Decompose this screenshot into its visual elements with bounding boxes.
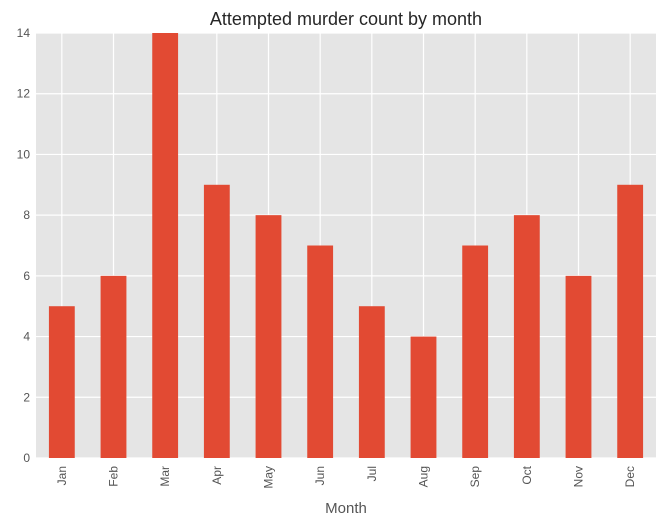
x-tick-label: May: [262, 466, 276, 489]
y-tick-label: 4: [23, 330, 30, 344]
y-tick-label: 14: [17, 26, 31, 40]
bar-jul: [358, 306, 385, 458]
bar-jun: [307, 245, 334, 458]
x-tick-label: Oct: [520, 465, 534, 484]
plot-area: [36, 33, 656, 458]
x-axis-ticks: Jan Feb Mar Apr May Jun Jul Aug Sep Oct Nov Dec: [55, 465, 637, 488]
bar-aug: [410, 336, 437, 458]
y-axis-ticks: 0 2 4 6 8 10 12 14: [17, 26, 31, 465]
y-tick-label: 6: [23, 269, 30, 283]
bar-oct: [513, 215, 540, 458]
bar-mar: [152, 33, 179, 458]
y-tick-label: 10: [17, 147, 31, 161]
x-tick-label: Nov: [572, 466, 586, 487]
bar-apr: [203, 184, 230, 459]
bars: [48, 33, 644, 459]
bar-dec: [617, 184, 644, 459]
x-tick-label: Aug: [417, 466, 431, 487]
x-tick-label: Jun: [313, 466, 327, 485]
x-tick-label: Sep: [468, 466, 482, 488]
bar-feb: [100, 275, 127, 458]
y-tick-label: 12: [17, 87, 31, 101]
y-tick-label: 2: [23, 390, 30, 404]
x-tick-label: Apr: [210, 466, 224, 485]
y-tick-label: 0: [23, 451, 30, 465]
chart-title: Attempted murder count by month: [210, 9, 482, 29]
x-axis-label: Month: [325, 500, 367, 517]
bar-jan: [48, 306, 75, 458]
x-tick-label: Jan: [55, 466, 69, 485]
x-tick-label: Jul: [365, 466, 379, 481]
y-tick-label: 8: [23, 208, 30, 222]
x-tick-label: Feb: [107, 466, 121, 487]
bar-nov: [565, 275, 592, 458]
bar-may: [255, 215, 282, 458]
bar-sep: [462, 245, 489, 458]
x-tick-label: Dec: [623, 466, 637, 487]
x-tick-label: Mar: [158, 466, 172, 487]
